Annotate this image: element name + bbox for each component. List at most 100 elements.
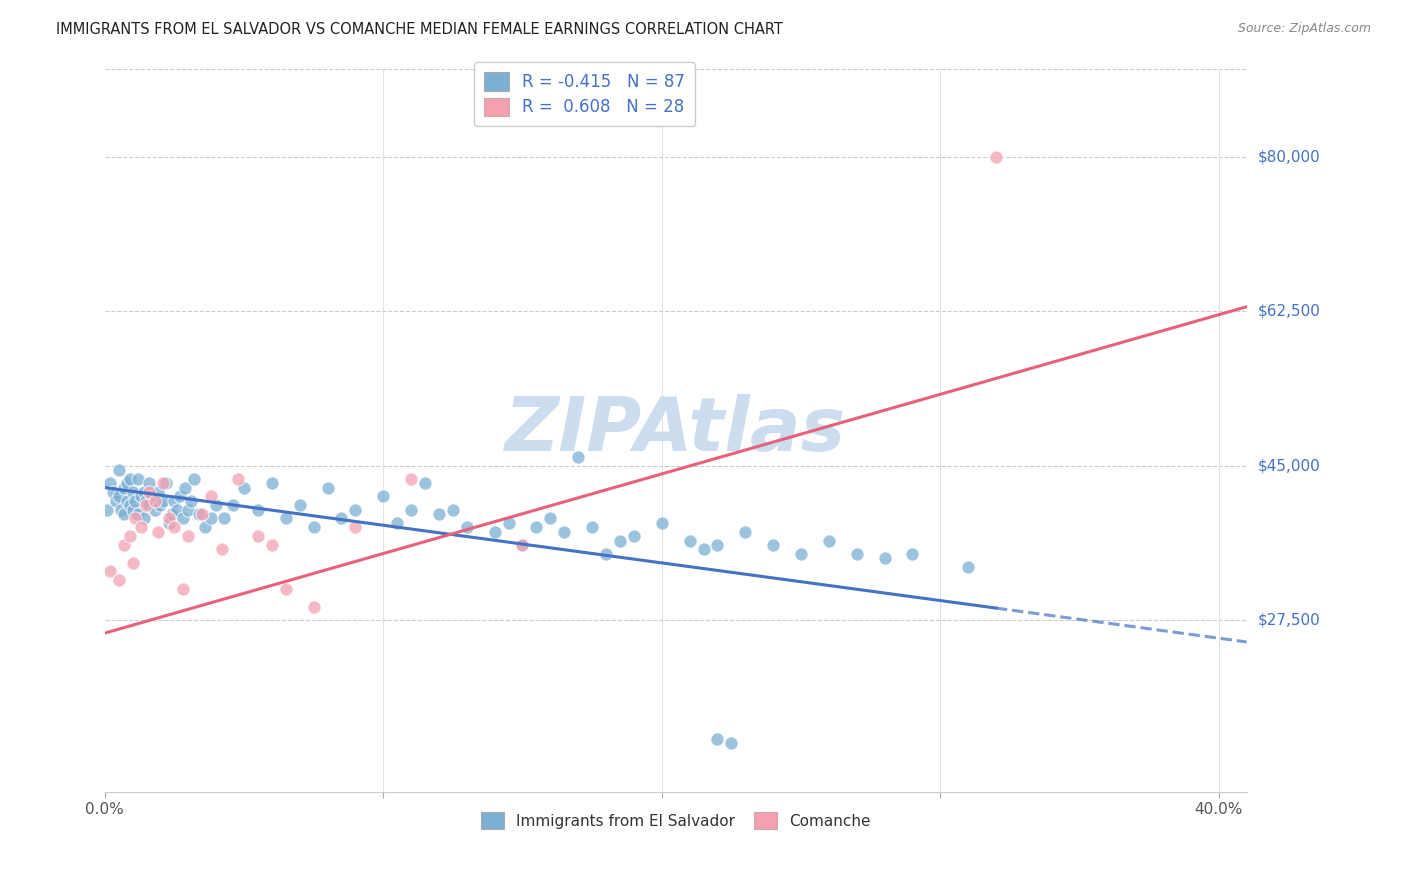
Point xyxy=(118,529,141,543)
Point xyxy=(205,498,228,512)
Point xyxy=(595,547,617,561)
Point xyxy=(135,498,157,512)
Point xyxy=(98,476,121,491)
Point xyxy=(146,485,169,500)
Point xyxy=(188,507,211,521)
Point xyxy=(692,542,714,557)
Point xyxy=(316,481,339,495)
Point xyxy=(138,476,160,491)
Text: IMMIGRANTS FROM EL SALVADOR VS COMANCHE MEDIAN FEMALE EARNINGS CORRELATION CHART: IMMIGRANTS FROM EL SALVADOR VS COMANCHE … xyxy=(56,22,783,37)
Point xyxy=(901,547,924,561)
Point xyxy=(512,538,534,552)
Point xyxy=(873,551,896,566)
Point xyxy=(115,476,138,491)
Point xyxy=(124,511,146,525)
Text: Source: ZipAtlas.com: Source: ZipAtlas.com xyxy=(1237,22,1371,36)
Point xyxy=(413,476,436,491)
Point xyxy=(274,582,297,596)
Text: $80,000: $80,000 xyxy=(1258,149,1320,164)
Text: $27,500: $27,500 xyxy=(1258,613,1320,627)
Point xyxy=(246,502,269,516)
Point xyxy=(107,490,129,504)
Point xyxy=(118,472,141,486)
Point xyxy=(538,511,561,525)
Point xyxy=(180,493,202,508)
Text: ZIPAtlas: ZIPAtlas xyxy=(505,393,846,467)
Point xyxy=(143,493,166,508)
Point xyxy=(512,538,534,552)
Point xyxy=(274,511,297,525)
Point xyxy=(385,516,408,530)
Point xyxy=(155,476,177,491)
Point xyxy=(211,542,233,557)
Point xyxy=(132,485,155,500)
Point xyxy=(194,520,217,534)
Point xyxy=(706,732,728,747)
Point xyxy=(222,498,245,512)
Point xyxy=(152,493,174,508)
Point xyxy=(115,493,138,508)
Point xyxy=(498,516,520,530)
Point xyxy=(581,520,603,534)
Point xyxy=(762,538,785,552)
Point xyxy=(160,507,183,521)
Point xyxy=(302,599,325,614)
Point xyxy=(399,472,422,486)
Point xyxy=(107,463,129,477)
Point xyxy=(166,502,188,516)
Point xyxy=(129,490,152,504)
Point xyxy=(609,533,631,548)
Point xyxy=(623,529,645,543)
Point xyxy=(138,485,160,500)
Point xyxy=(129,520,152,534)
Point xyxy=(984,150,1007,164)
Point xyxy=(456,520,478,534)
Point xyxy=(121,485,143,500)
Point xyxy=(957,560,980,574)
Point xyxy=(228,472,250,486)
Point xyxy=(157,516,180,530)
Point xyxy=(121,502,143,516)
Point xyxy=(112,538,135,552)
Point xyxy=(302,520,325,534)
Point xyxy=(121,556,143,570)
Point xyxy=(818,533,841,548)
Point xyxy=(127,507,149,521)
Point xyxy=(163,520,186,534)
Point xyxy=(200,490,222,504)
Point xyxy=(157,511,180,525)
Point xyxy=(526,520,548,534)
Point xyxy=(678,533,700,548)
Point xyxy=(152,476,174,491)
Point xyxy=(720,736,742,750)
Point xyxy=(163,493,186,508)
Point xyxy=(651,516,673,530)
Point xyxy=(567,450,589,464)
Point xyxy=(484,524,506,539)
Point xyxy=(104,493,127,508)
Point xyxy=(141,490,163,504)
Point xyxy=(790,547,813,561)
Point xyxy=(373,490,395,504)
Point xyxy=(441,502,464,516)
Point xyxy=(149,498,172,512)
Point xyxy=(344,502,367,516)
Point xyxy=(127,472,149,486)
Point xyxy=(734,524,756,539)
Point xyxy=(118,498,141,512)
Point xyxy=(246,529,269,543)
Point xyxy=(260,538,283,552)
Point xyxy=(706,538,728,552)
Point xyxy=(110,502,132,516)
Point xyxy=(344,520,367,534)
Point xyxy=(845,547,868,561)
Point xyxy=(112,481,135,495)
Point xyxy=(399,502,422,516)
Point xyxy=(191,507,214,521)
Text: $62,500: $62,500 xyxy=(1258,303,1320,318)
Point xyxy=(183,472,205,486)
Point xyxy=(330,511,353,525)
Point xyxy=(143,502,166,516)
Point xyxy=(177,502,200,516)
Point xyxy=(427,507,450,521)
